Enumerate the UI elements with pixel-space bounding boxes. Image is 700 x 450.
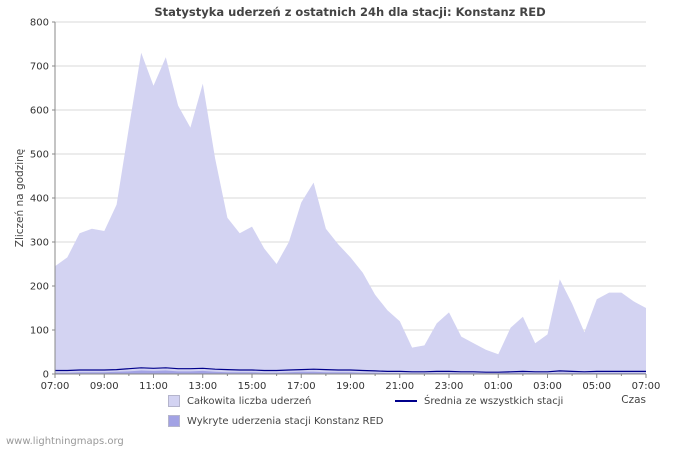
area-swatch-icon [168,415,180,427]
x-tick-label: 11:00 [139,381,168,392]
y-tick-label: 200 [30,282,49,293]
y-tick-label: 300 [30,238,49,249]
area-series-station [55,370,646,374]
y-tick-label: 500 [30,150,49,161]
line-swatch-icon [395,400,417,402]
x-tick-label: 19:00 [336,381,365,392]
y-tick-label: 400 [30,194,49,205]
legend-label-station: Wykryte uderzenia stacji Konstanz RED [187,415,384,427]
x-tick-label: 13:00 [188,381,217,392]
y-tick-label: 0 [43,370,49,381]
x-tick-label: 21:00 [385,381,414,392]
legend-item-total: Całkowita liczba uderzeń [168,395,395,407]
legend-label-total: Całkowita liczba uderzeń [187,395,312,407]
average-line [55,367,646,373]
x-tick-label: 05:00 [582,381,611,392]
legend-item-average: Średnia ze wszystkich stacji [395,396,563,407]
x-axis-label: Czas [621,394,646,406]
x-tick-label: 15:00 [238,381,267,392]
x-tick-label: 09:00 [90,381,119,392]
area-swatch-icon [168,395,180,407]
y-tick-label: 700 [30,62,49,73]
y-tick-label: 600 [30,106,49,117]
x-tick-label: 07:00 [41,381,70,392]
legend: Całkowita liczba uderzeń Średnia ze wszy… [168,393,563,433]
legend-label-average: Średnia ze wszystkich stacji [424,395,564,407]
legend-row: Wykryte uderzenia stacji Konstanz RED [168,413,563,429]
x-tick-label: 17:00 [287,381,316,392]
x-tick-label: 07:00 [632,381,661,392]
watermark: www.lightningmaps.org [6,436,124,447]
x-tick-label: 03:00 [533,381,562,392]
legend-row: Całkowita liczba uderzeń Średnia ze wszy… [168,393,563,409]
x-tick-label: 01:00 [484,381,513,392]
legend-item-station: Wykryte uderzenia stacji Konstanz RED [168,415,395,427]
x-tick-label: 23:00 [435,381,464,392]
chart-title: Statystyka uderzeń z ostatnich 24h dla s… [154,5,546,19]
area-series-total [55,52,646,375]
y-tick-label: 100 [30,326,49,337]
y-tick-label: 800 [30,18,49,29]
